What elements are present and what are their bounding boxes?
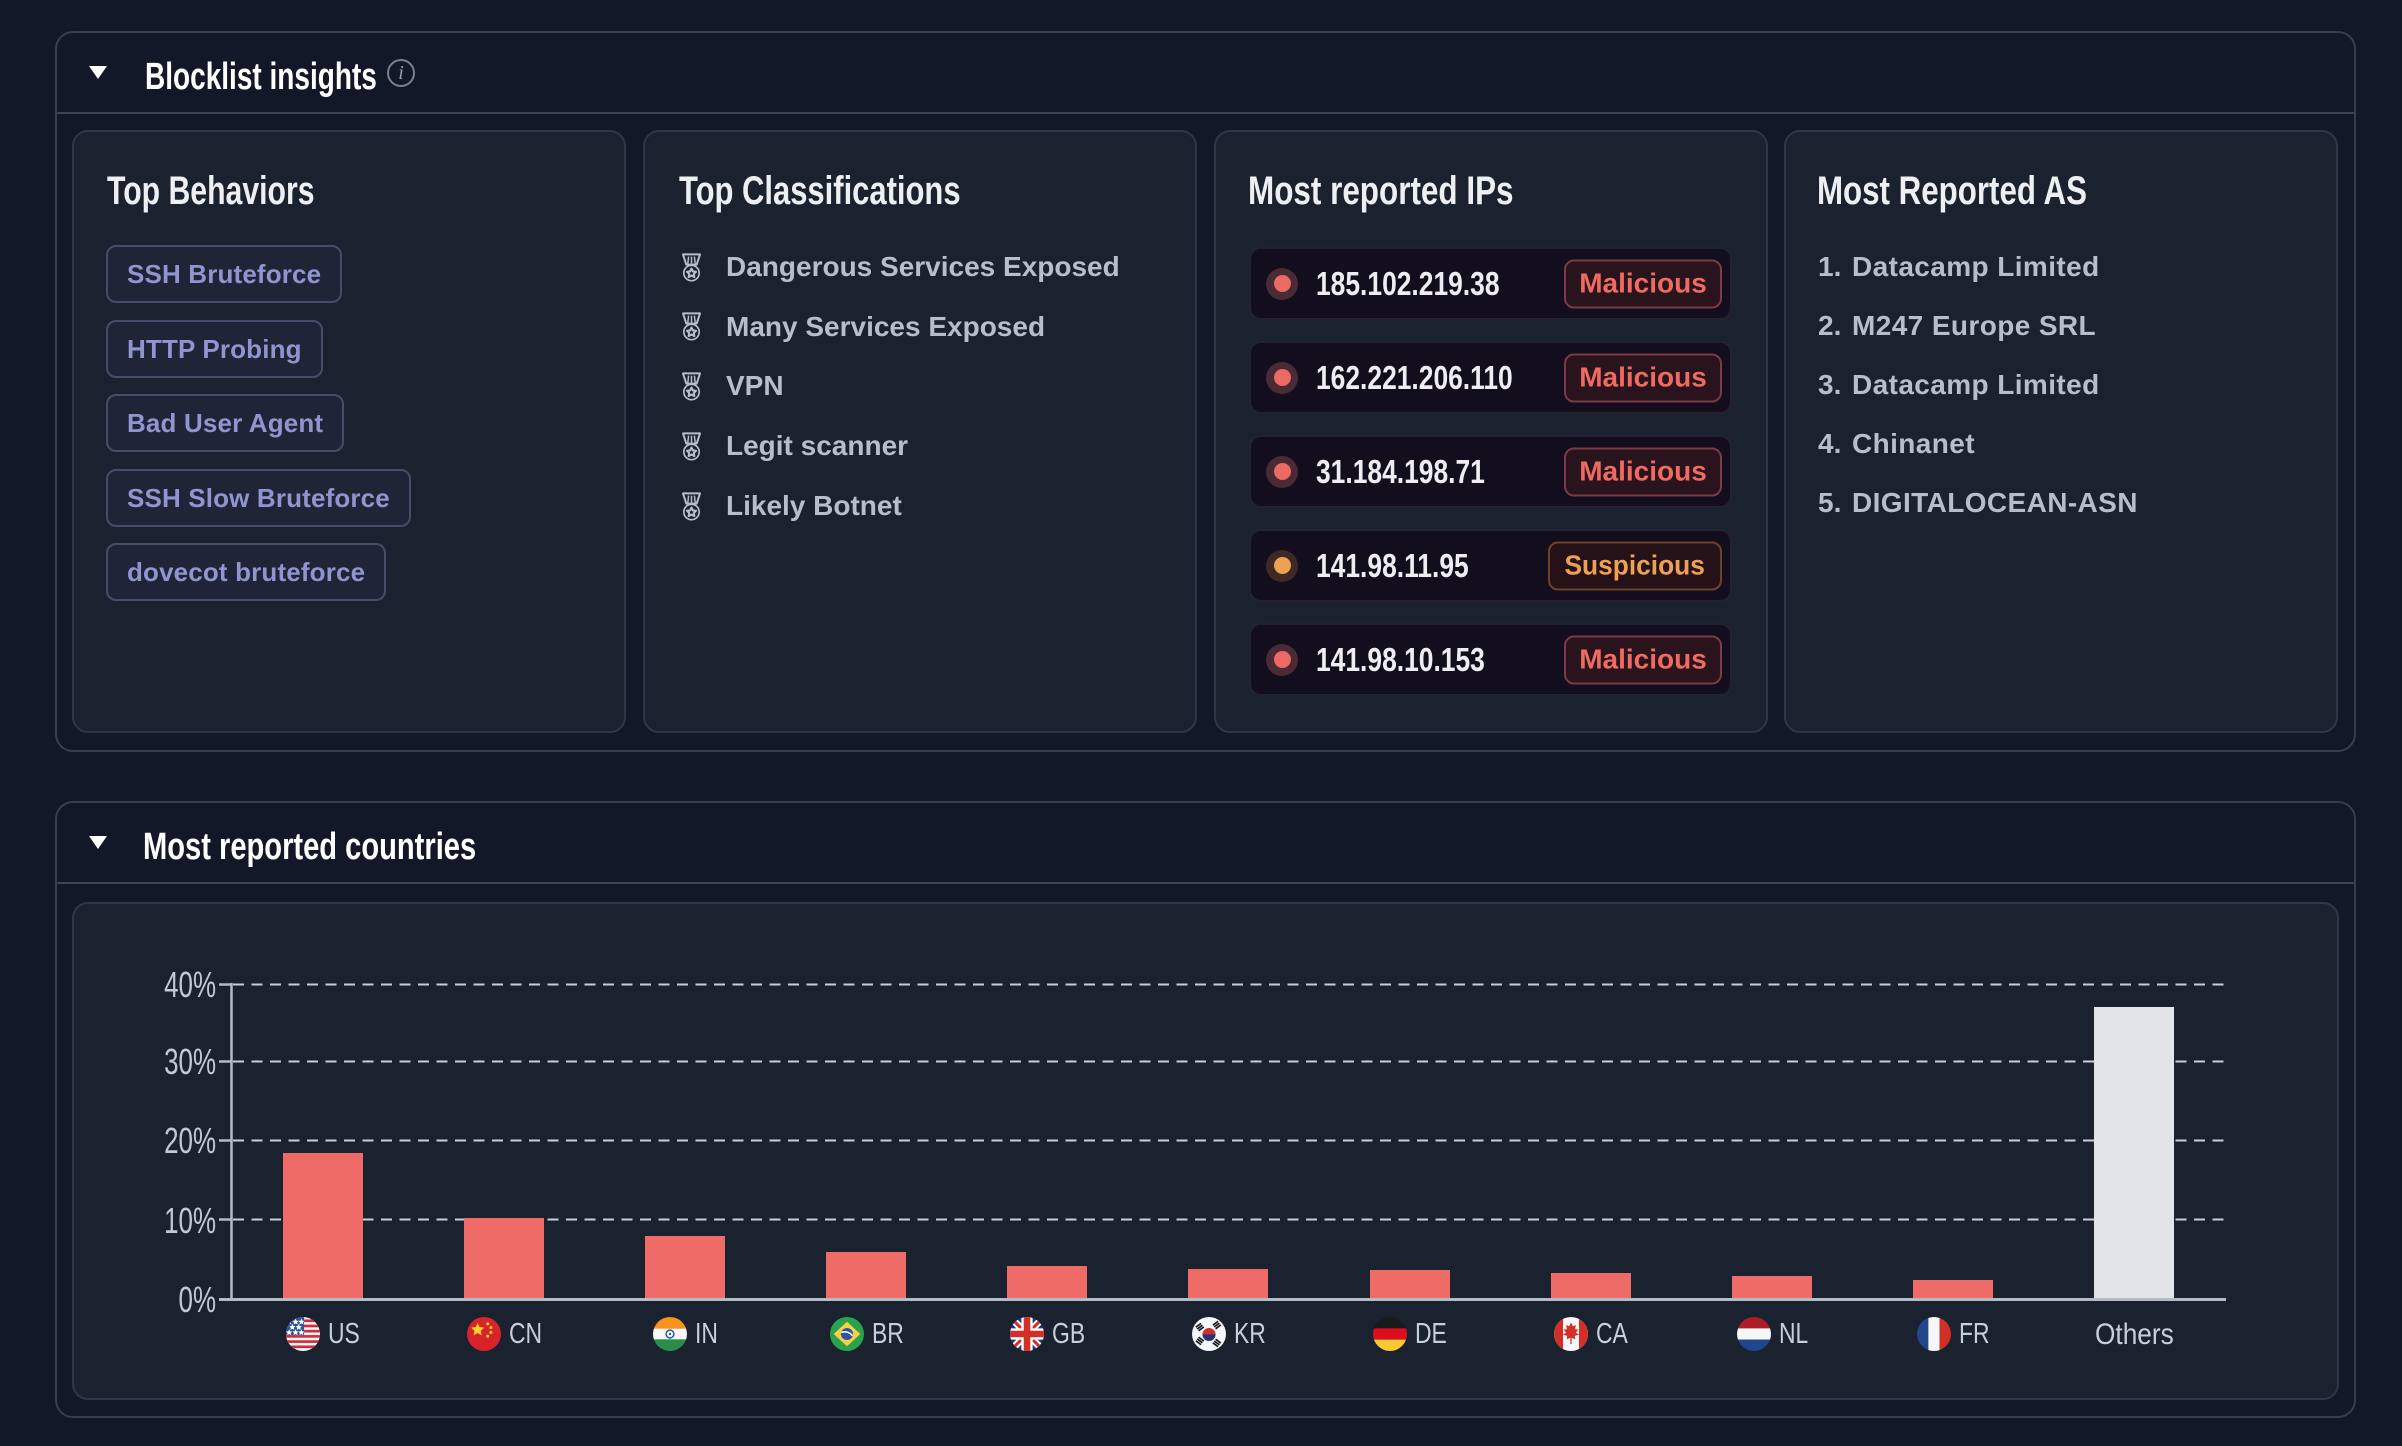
svg-text:i: i <box>398 62 404 84</box>
